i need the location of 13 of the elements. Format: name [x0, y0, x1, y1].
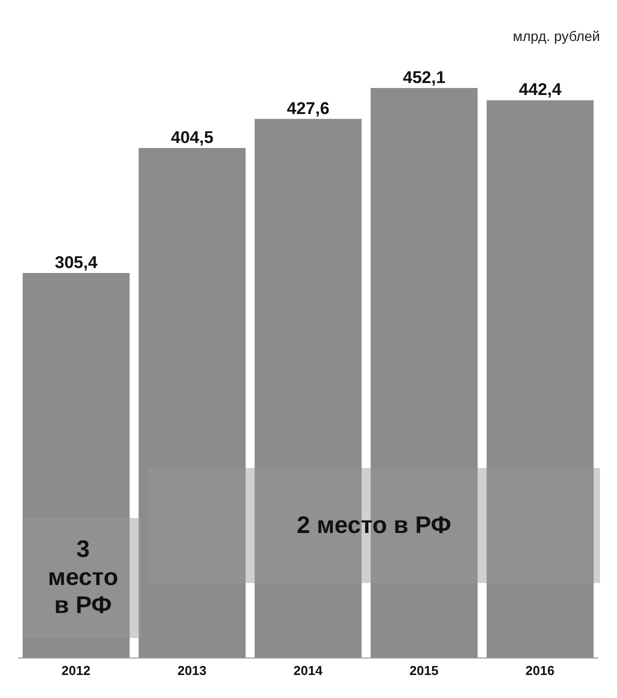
data-label: 305,4 [54, 252, 98, 272]
shaded-text-box: 3 место в РФ [24, 518, 142, 638]
x-tick-label: 2014 [294, 663, 324, 678]
x-tick-label: 2013 [178, 663, 206, 678]
data-label: 452,1 [402, 68, 446, 87]
data-label: 442,4 [518, 80, 562, 100]
x-tick-label: 2015 [410, 663, 438, 678]
shaded-text-box: 2 место в РФ [148, 468, 600, 583]
data-label: 427,6 [286, 98, 330, 118]
data-label: 404,5 [170, 128, 214, 148]
text: млрд. рублей [512, 28, 600, 44]
x-tick-label: 2016 [526, 663, 554, 678]
x-tick-label: 2012 [62, 663, 90, 678]
